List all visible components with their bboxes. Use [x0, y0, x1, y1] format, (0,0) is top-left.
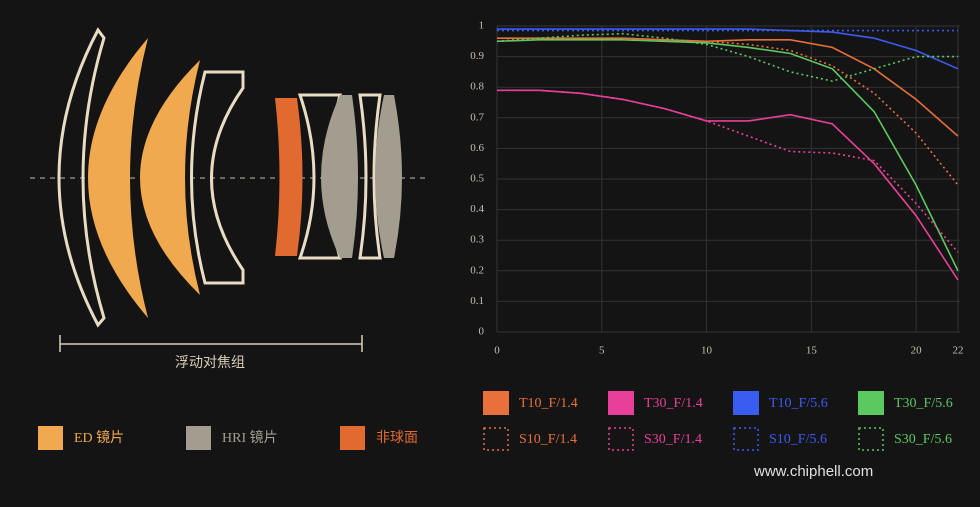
- y-tick-label: 0.8: [470, 81, 484, 93]
- y-tick-label: 0.3: [470, 234, 484, 246]
- x-tick-label: 15: [806, 345, 818, 357]
- legend-swatch: [483, 391, 509, 415]
- lens-element: [190, 70, 245, 285]
- y-tick-label: 0.2: [470, 264, 484, 276]
- y-tick-label: 0.1: [470, 295, 484, 307]
- legend-swatch: [186, 426, 211, 450]
- legend-label: 非球面: [376, 430, 418, 446]
- y-tick-label: 0.5: [470, 173, 484, 185]
- legend-label: HRI 镜片: [222, 430, 278, 446]
- legend-swatch: [608, 427, 634, 451]
- diagram-legend: ED 镜片 HRI 镜片 非球面: [38, 426, 418, 450]
- group-label: 浮动对焦组: [175, 355, 245, 371]
- watermark: www.chiphell.com: [753, 463, 873, 480]
- x-tick-label: 20: [911, 345, 923, 357]
- x-tick-label: 5: [599, 345, 605, 357]
- lens-diagram: 浮动对焦组: [30, 27, 430, 371]
- legend-swatch: [858, 427, 884, 451]
- legend-label: S30_F/1.4: [644, 432, 702, 447]
- x-tick-label: 0: [494, 345, 500, 357]
- x-tick-label: 10: [701, 345, 713, 357]
- legend-label: T10_F/5.6: [769, 396, 828, 411]
- mtf-chart: 00.10.20.30.40.50.60.70.80.910 5 10 15 20 22T…: [470, 20, 964, 451]
- series-line: [496, 39, 959, 272]
- y-tick-label: 0.4: [470, 203, 484, 215]
- series-line: [497, 89, 959, 253]
- y-tick-label: 0: [479, 326, 485, 338]
- group-bracket: [59, 335, 363, 352]
- y-tick-label: 0.7: [470, 111, 484, 123]
- legend-label: S30_F/5.6: [894, 432, 952, 447]
- legend-swatch: [608, 391, 634, 415]
- legend-swatch: [733, 427, 759, 451]
- y-tick-label: 1: [479, 20, 485, 32]
- legend-swatch: [483, 427, 509, 451]
- legend-swatch: [733, 391, 759, 415]
- legend-label: ED 镜片: [74, 430, 124, 446]
- legend-label: T30_F/1.4: [644, 396, 703, 411]
- lens-element: [57, 27, 106, 328]
- legend-label: S10_F/5.6: [769, 432, 827, 447]
- legend-swatch: [38, 426, 63, 450]
- x-tick-label: 22: [953, 345, 964, 357]
- legend-swatch: [858, 391, 884, 415]
- ed-lens: [140, 60, 200, 295]
- legend-label: T30_F/5.6: [894, 396, 953, 411]
- ed-lens: [88, 38, 148, 318]
- legend-swatch: [340, 426, 365, 450]
- hri-lens: [375, 95, 402, 258]
- series-line: [496, 37, 959, 186]
- series-line: [497, 28, 959, 70]
- legend-label: S10_F/1.4: [519, 432, 577, 447]
- legend-label: T10_F/1.4: [519, 396, 578, 411]
- hri-lens: [321, 95, 358, 258]
- y-tick-label: 0.9: [470, 50, 484, 62]
- aspherical-lens: [275, 98, 303, 256]
- y-tick-label: 0.6: [470, 142, 484, 154]
- lens-element: [358, 93, 382, 260]
